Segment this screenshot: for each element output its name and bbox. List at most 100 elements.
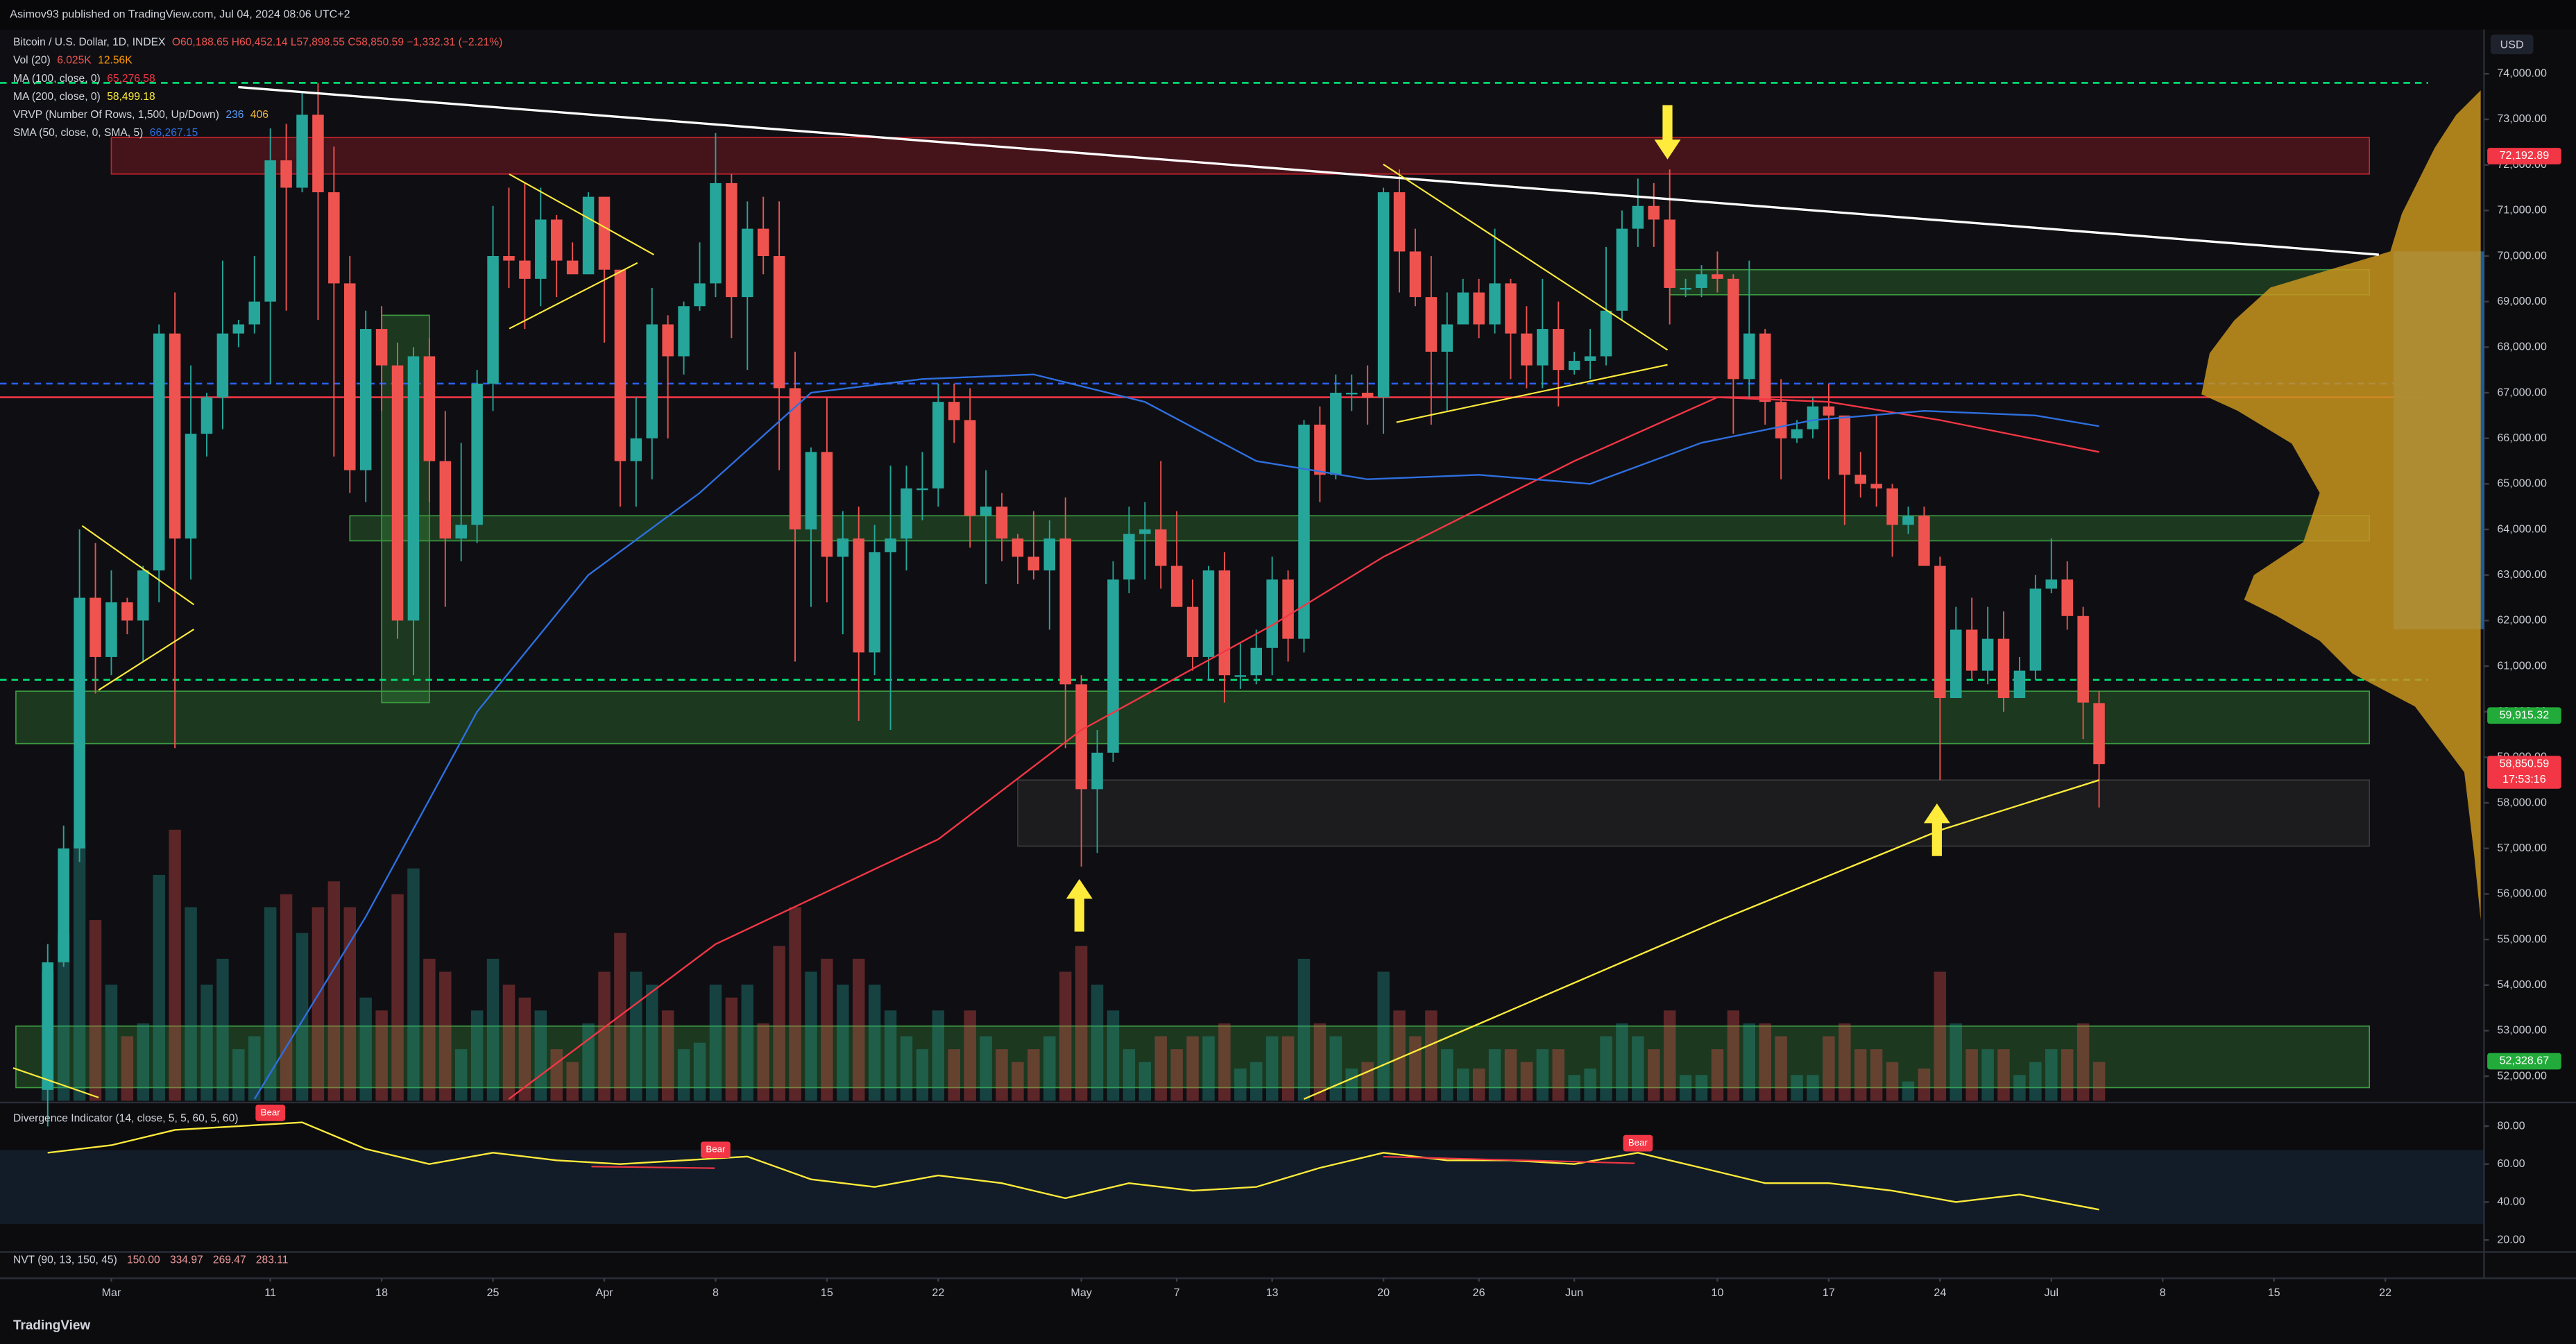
volume-bar <box>598 971 611 1101</box>
volume-bar <box>1775 1036 1787 1101</box>
price-label-box <box>2487 148 2561 164</box>
zone <box>1017 779 2371 847</box>
legend-text: VRVP (Number Of Rows, 1,500, Up/Down) <box>13 109 219 121</box>
candle-body <box>805 452 817 530</box>
volume-bar <box>916 1049 929 1101</box>
x-tick-label: 15 <box>821 1286 833 1299</box>
volume-bar <box>630 971 642 1101</box>
x-tick-label: 8 <box>2160 1286 2166 1299</box>
candle-body <box>1314 424 1326 475</box>
pattern-line <box>12 1067 99 1098</box>
divergence-line <box>47 1121 2099 1211</box>
candle-body <box>407 356 420 621</box>
volume-bar <box>1934 971 1947 1101</box>
y-tick-label: 69,000.00 <box>2497 295 2547 307</box>
volume-bar <box>1409 1036 1422 1101</box>
signal-label: Bear <box>261 1107 281 1117</box>
zone <box>349 515 2371 542</box>
zone <box>110 137 2371 175</box>
volume-bar <box>1234 1069 1247 1101</box>
volume-bar <box>1950 1023 1962 1101</box>
candle-body <box>105 602 117 657</box>
y-tick-label: 71,000.00 <box>2497 204 2547 216</box>
volume-bar <box>1711 1049 1724 1101</box>
volume-bar <box>1218 1023 1231 1101</box>
volume-bar <box>359 997 372 1101</box>
x-tick-label: Mar <box>102 1286 121 1299</box>
y-tick-label: 80.00 <box>2497 1119 2525 1132</box>
candle-body <box>932 402 944 488</box>
volume-bar <box>502 985 515 1101</box>
x-tick-label: 13 <box>1266 1286 1279 1299</box>
volume-bar <box>1472 1069 1485 1101</box>
candle-body <box>89 597 101 657</box>
candle-body <box>1934 565 1946 699</box>
y-tick-label: 65,000.00 <box>2497 477 2547 490</box>
candle-body <box>662 324 674 357</box>
candle-body <box>312 114 324 193</box>
candle-body <box>1409 251 1422 298</box>
candle-body <box>837 538 849 557</box>
x-tick-label: 17 <box>1823 1286 1835 1299</box>
candle-body <box>2045 579 2058 589</box>
legend-text: 58,499.18 <box>107 91 155 103</box>
price-label-box <box>2487 707 2561 724</box>
candle-body <box>1107 579 1119 753</box>
volume-bar <box>1679 1075 1692 1101</box>
volume-bar <box>232 1049 245 1101</box>
volume-bar <box>1250 1062 1263 1101</box>
candle-body <box>1568 361 1580 371</box>
volume-bar <box>1981 1049 1994 1101</box>
y-tick-label: 55,000.00 <box>2497 933 2547 945</box>
y-tick-label: 57,000.00 <box>2497 842 2547 854</box>
candle-body <box>359 329 372 470</box>
candle-body <box>1981 638 1994 671</box>
candle-body <box>1537 329 1549 366</box>
volume-bar <box>1616 1023 1628 1101</box>
price-label-box <box>2487 1053 2561 1070</box>
price-label: 52,328.67 <box>2500 1055 2550 1067</box>
candle-body <box>710 182 722 284</box>
candle-body <box>1854 475 1866 484</box>
candle-body <box>2093 703 2105 765</box>
candle-body <box>757 228 769 257</box>
volume-bar <box>2092 1062 2106 1101</box>
x-tick-label: 22 <box>2379 1286 2391 1299</box>
legend-text: Vol (20) <box>13 55 51 67</box>
volume-bar <box>1361 1062 1374 1101</box>
candle-body <box>916 488 928 491</box>
x-tick-label: Jul <box>2044 1286 2058 1299</box>
arrows <box>1066 105 1950 932</box>
candle-body <box>1552 329 1564 371</box>
volume-bar <box>1186 1036 1199 1101</box>
volume-bar <box>964 1010 976 1101</box>
legend-text: MA (100, close, 0) <box>13 73 101 85</box>
volume-bar <box>900 1036 913 1101</box>
volume-bar <box>2013 1075 2026 1101</box>
x-tick-label: 11 <box>264 1286 276 1299</box>
trend-line <box>238 85 2379 256</box>
candle-body <box>216 333 229 398</box>
volume-bar <box>709 985 722 1101</box>
volume-bar <box>1297 958 1311 1101</box>
volume-bar <box>1059 971 1072 1101</box>
candle-body <box>137 570 149 621</box>
y-tick-label: 52,000.00 <box>2497 1069 2547 1082</box>
legend-text: O60,188.65 H60,452.14 L57,898.55 C58,850… <box>172 37 502 49</box>
volume-bar <box>439 971 452 1101</box>
volume-bar <box>1313 1023 1327 1101</box>
volume-bar <box>1154 1036 1167 1101</box>
volume-bar <box>153 874 165 1101</box>
candle-body <box>1965 629 1978 671</box>
candle-body <box>1584 356 1596 361</box>
candle-body <box>1600 310 1612 357</box>
candle-body <box>1997 638 2010 699</box>
volume-bar <box>614 933 626 1101</box>
candle-body <box>1075 684 1087 790</box>
volume-bar <box>375 1010 388 1101</box>
pane-legend: 334.97 <box>170 1254 203 1266</box>
candle-body <box>996 507 1008 539</box>
candle-body <box>1728 278 1739 380</box>
volume-bar <box>550 1049 563 1101</box>
candle-body <box>264 160 276 302</box>
